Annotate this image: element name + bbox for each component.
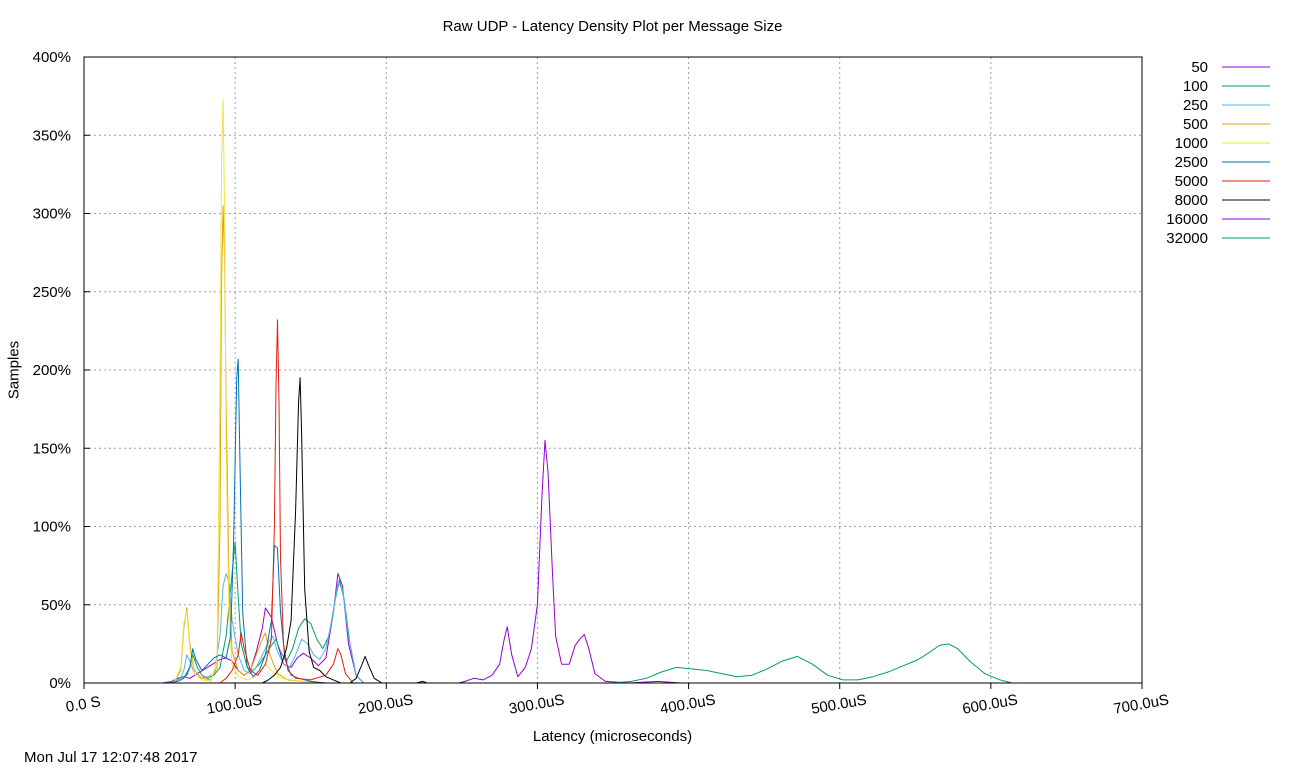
legend-label: 8000 [1175,192,1208,209]
axes: 0.0 S 100.0uS 200.0uS 300.0uS 400.0uS 500.0uS… [33,49,1171,718]
y-tick-label: 0% [49,675,71,692]
legend-label: 100 [1183,78,1208,95]
y-tick-label: 250% [33,284,71,301]
series-line-5000 [219,319,354,684]
series-lines [162,98,1013,684]
legend-label: 2500 [1175,154,1208,171]
x-tick-label: 500.0uS [810,691,868,717]
y-tick-label: 50% [41,597,71,614]
x-tick-label: 100.0uS [205,691,263,717]
legend-label: 1000 [1175,135,1208,152]
series-line-16000 [458,439,682,684]
x-axis-label: Latency (microseconds) [532,728,693,745]
legend-label: 500 [1183,116,1208,133]
legend-label: 16000 [1166,211,1208,228]
series-line-8000 [262,377,428,684]
legend-label: 32000 [1166,230,1208,247]
series-line-1000 [166,98,326,684]
y-tick-label: 350% [33,127,71,144]
legend-label: 5000 [1175,173,1208,190]
y-tick-label: 200% [33,362,71,379]
x-tick-label: 400.0uS [659,691,717,717]
y-tick-label: 150% [33,440,71,457]
series-line-32000 [590,643,1013,684]
x-tick-label: 0.0 S [64,693,101,716]
y-tick-label: 300% [33,206,71,223]
legend-label: 250 [1183,97,1208,114]
legend-label: 50 [1191,59,1208,76]
x-tick-label: 200.0uS [357,691,415,717]
chart-title: Raw UDP - Latency Density Plot per Messa… [442,18,783,35]
grid [84,57,1142,683]
timestamp: Mon Jul 17 12:07:48 2017 [24,749,198,766]
x-tick-label: 700.0uS [1112,691,1170,717]
x-tick-label: 300.0uS [508,691,566,717]
series-line-2500 [167,358,326,684]
y-tick-label: 100% [33,519,71,536]
legend: 50 100 250 500 1000 2500 5000 8000 16000 32000 [1166,59,1270,247]
y-tick-label: 400% [33,49,71,66]
x-tick-label: 600.0uS [961,691,1019,717]
